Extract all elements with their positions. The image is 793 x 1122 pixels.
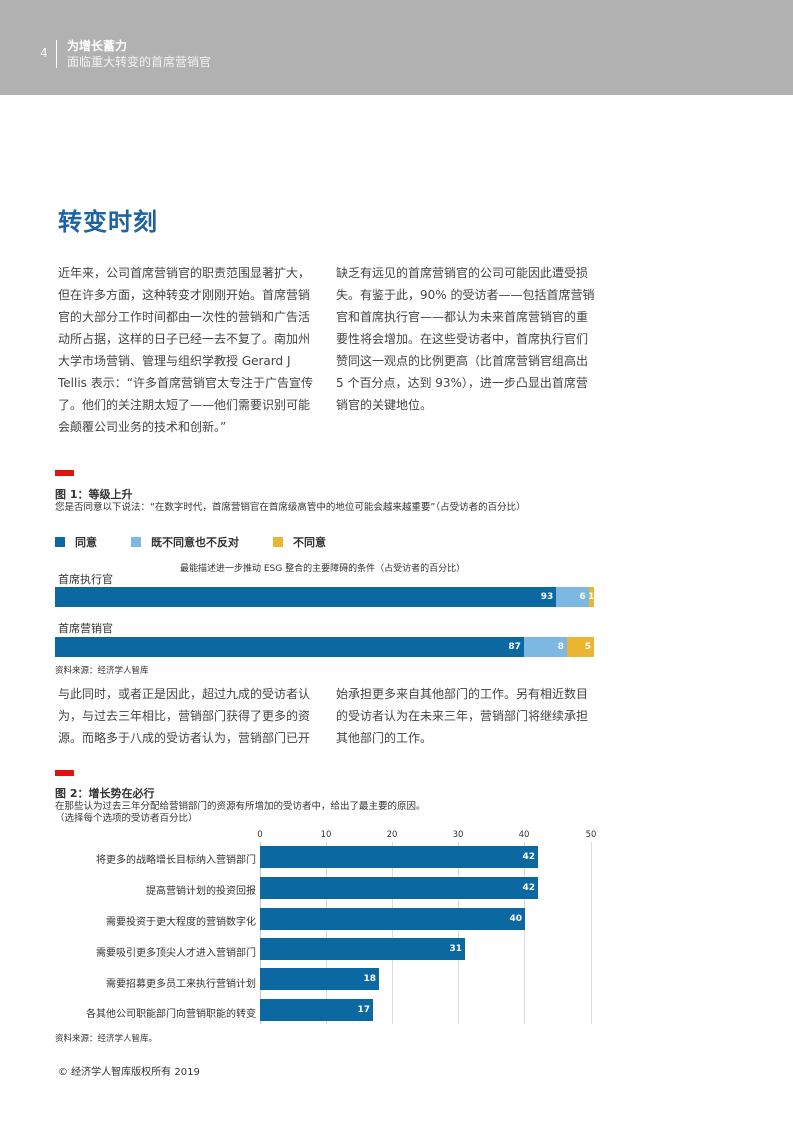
axis-tick: 10 xyxy=(320,830,332,840)
figure-2-subtitle-line2: （选择每个选项的受访者百分比） xyxy=(55,813,198,824)
figure-2-subtitle-line1: 在那些认为过去三年分配给营销部门的资源有所增加的受访者中，给出了最主要的原因。 xyxy=(55,801,426,812)
paragraph-1: 近年来，公司首席营销官的职责范围显著扩大，但在许多方面，这种转变才刚刚开始。首席… xyxy=(58,266,313,434)
bar-label: 将更多的战略增长目标纳入营销部门 xyxy=(96,855,256,866)
axis-tick: 40 xyxy=(518,830,530,840)
legend-label: 既不同意也不反对 xyxy=(151,536,239,549)
figure-2-source: 资料来源：经济学人智库。 xyxy=(55,1034,158,1044)
figure-2-accent-bar xyxy=(55,770,74,776)
legend-item-disagree: 不同意 xyxy=(273,534,326,550)
axis-tick: 30 xyxy=(452,830,464,840)
bar: 42 xyxy=(260,846,538,868)
gridline xyxy=(392,842,393,1024)
bar: 31 xyxy=(260,938,465,960)
figure-1-caption: 最能描述进一步推动 ESG 整合的主要障碍的条件（占受访者的百分比） xyxy=(180,564,466,574)
report-subtitle: 面临重大转变的首席营销官 xyxy=(67,55,212,69)
bar-label: 需要招募更多员工来执行营销计划 xyxy=(106,979,256,990)
copyright: © 经济学人智库版权所有 2019 xyxy=(58,1067,200,1078)
bar-label: 需要投资于更大程度的营销数字化 xyxy=(106,917,256,928)
axis-tick: 0 xyxy=(257,830,263,840)
bar-label: 各其他公司职能部门向营销职能的转变 xyxy=(86,1009,256,1020)
stacked-bar-ceo: 93 6 1 xyxy=(55,587,594,607)
axis-tick: 50 xyxy=(585,830,597,840)
segment-neutral: 8 xyxy=(523,637,568,657)
legend-swatch-agree xyxy=(55,537,65,547)
page-number: 4 xyxy=(40,46,48,60)
paragraph-3: 与此同时，或者正是因此，超过九成的受访者认为，与过去三年相比，营销部门获得了更多… xyxy=(58,687,311,745)
legend-swatch-neutral xyxy=(131,537,141,547)
legend-label: 不同意 xyxy=(293,536,326,549)
legend-swatch-disagree xyxy=(273,537,283,547)
gridline xyxy=(260,842,261,1024)
gridline xyxy=(524,842,525,1024)
legend-item-neutral: 既不同意也不反对 xyxy=(131,534,239,550)
bar-label: 需要吸引更多顶尖人才进入营销部门 xyxy=(96,948,256,959)
segment-disagree: 1 xyxy=(588,587,594,607)
header-divider xyxy=(56,40,57,68)
gridline xyxy=(591,842,592,1024)
bar: 42 xyxy=(260,877,538,899)
segment-neutral: 6 xyxy=(556,587,589,607)
figure-1-title: 图 1：等级上升 xyxy=(55,488,133,501)
gridline xyxy=(458,842,459,1024)
segment-disagree: 5 xyxy=(567,637,594,657)
figure-1-source: 资料来源：经济学人智库 xyxy=(55,666,149,676)
section-title: 转变时刻 xyxy=(58,208,158,236)
paragraph-2: 缺乏有远见的首席营销官的公司可能因此遭受损失。有鉴于此，90% 的受访者——包括… xyxy=(336,266,595,412)
axis-tick: 20 xyxy=(386,830,398,840)
stacked-bar-cmo: 87 8 5 xyxy=(55,637,594,657)
segment-agree: 93 xyxy=(55,587,557,607)
bar: 40 xyxy=(260,908,525,930)
row-label-cmo: 首席营销官 xyxy=(58,622,113,635)
paragraph-4: 始承担更多来自其他部门的工作。另有相近数目的受访者认为在未来三年，营销部门将继续… xyxy=(336,687,589,745)
figure-1-legend: 同意 既不同意也不反对 不同意 xyxy=(55,534,360,550)
row-label-ceo: 首席执行官 xyxy=(58,573,113,586)
bar: 18 xyxy=(260,968,379,990)
report-title: 为增长蓄力 xyxy=(67,39,128,53)
gridline xyxy=(326,842,327,1024)
bar: 17 xyxy=(260,999,373,1021)
legend-label: 同意 xyxy=(75,536,97,549)
figure-2-title: 图 2：增长势在必行 xyxy=(55,787,155,800)
figure-1-accent-bar xyxy=(55,470,74,476)
bar-label: 提高营销计划的投资回报 xyxy=(146,886,256,897)
page-header: 4 为增长蓄力 面临重大转变的首席营销官 xyxy=(0,0,793,95)
segment-agree: 87 xyxy=(55,637,524,657)
figure-1-subtitle: 您是否同意以下说法：“在数字时代，首席营销官在首席级高管中的地位可能会越来越重要… xyxy=(55,502,526,513)
legend-item-agree: 同意 xyxy=(55,534,97,550)
